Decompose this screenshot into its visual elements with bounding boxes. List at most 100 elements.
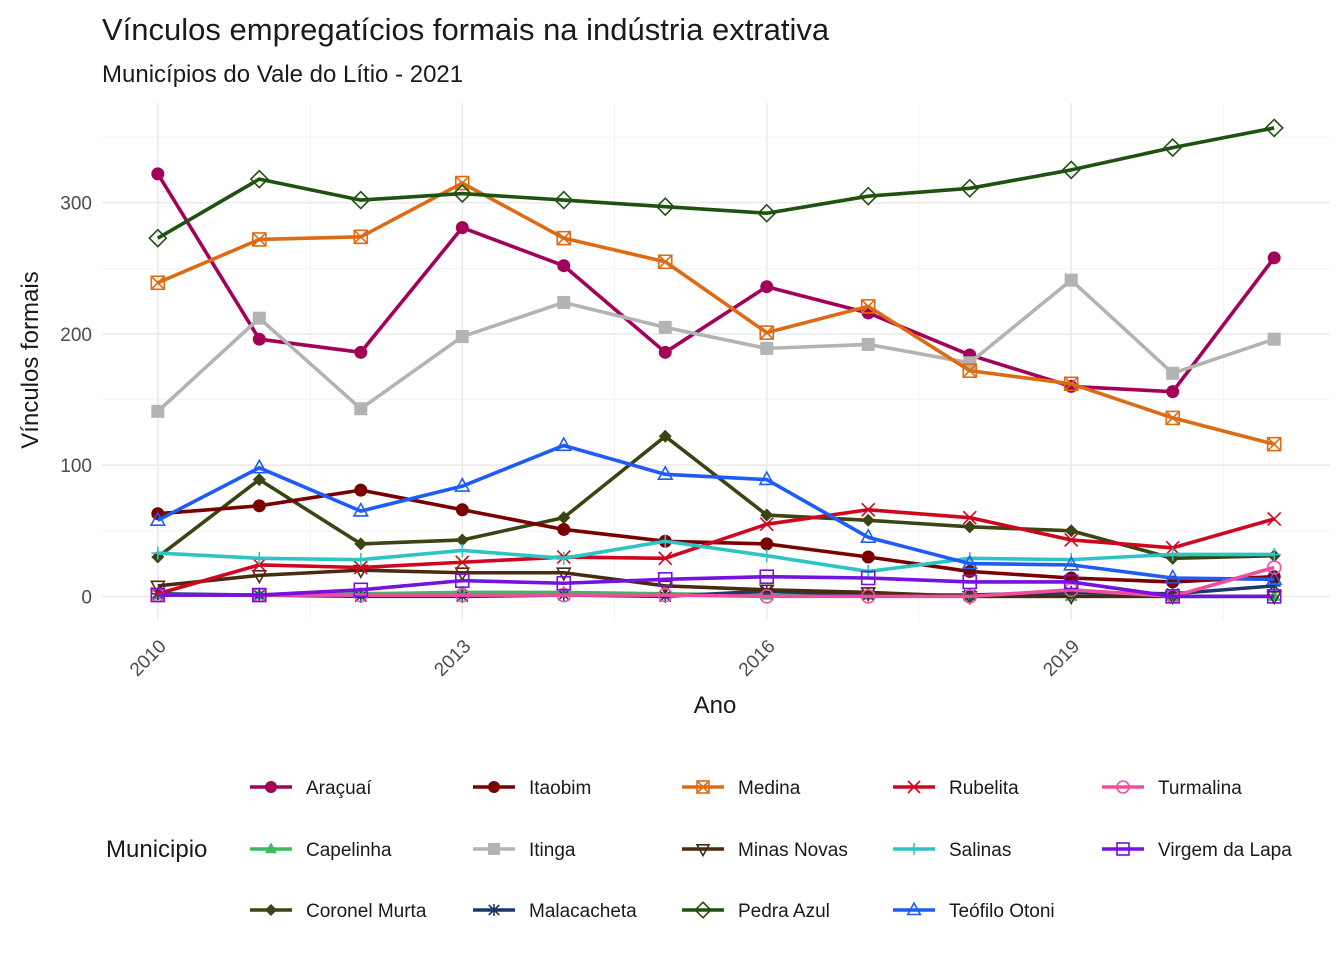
data-point: [860, 587, 877, 602]
data-point: [265, 904, 277, 916]
data-point: [351, 190, 371, 210]
chart-title: Vínculos empregatícios formais na indúst…: [102, 12, 830, 47]
data-point: [1166, 547, 1180, 561]
legend-label: Itaobim: [529, 778, 591, 799]
data-point: [455, 221, 469, 235]
data-point: [1116, 780, 1130, 794]
chart-subtitle: Municípios do Vale do Lítio - 2021: [102, 61, 463, 88]
data-point: [556, 230, 572, 246]
data-point: [150, 587, 166, 603]
data-point: [906, 901, 922, 916]
data-point: [455, 503, 469, 517]
series-line: [156, 443, 1275, 582]
legend-item-malacacheta: Malacacheta: [473, 901, 637, 922]
data-point: [860, 589, 876, 604]
data-point: [1264, 118, 1284, 138]
data-point: [1266, 589, 1282, 604]
data-point: [658, 320, 672, 334]
data-point: [1166, 366, 1180, 380]
data-point: [760, 341, 774, 355]
data-point: [557, 522, 571, 536]
data-point: [861, 337, 875, 351]
data-point: [454, 587, 470, 603]
data-point: [657, 572, 673, 587]
legend-label: Turmalina: [1158, 778, 1242, 799]
data-point: [1266, 570, 1283, 585]
series-virgem-da-lapa: [150, 569, 1282, 604]
data-point: [962, 510, 977, 525]
data-point: [557, 295, 571, 309]
data-point: [488, 843, 500, 855]
data-point: [454, 175, 470, 191]
data-point: [860, 528, 877, 544]
data-point: [455, 533, 469, 547]
data-point: [658, 345, 672, 359]
data-point: [757, 203, 777, 223]
data-point: [150, 275, 166, 291]
data-point: [1164, 568, 1181, 584]
y-tick-label: 200: [60, 325, 92, 346]
data-point: [556, 575, 572, 591]
data-point: [251, 570, 268, 585]
data-point: [151, 167, 165, 181]
data-point: [860, 570, 876, 586]
data-point: [860, 299, 876, 314]
data-point: [452, 183, 472, 204]
data-point: [962, 589, 978, 604]
data-point: [252, 557, 267, 572]
data-point: [455, 543, 469, 557]
data-point: [758, 470, 775, 486]
series-layer: [148, 118, 1284, 606]
data-point: [759, 569, 775, 584]
data-point: [694, 901, 712, 919]
data-point: [454, 477, 471, 492]
data-point: [1063, 376, 1079, 392]
data-point: [354, 537, 368, 551]
data-point: [354, 345, 368, 359]
data-point: [1063, 555, 1080, 571]
data-point: [657, 465, 674, 481]
data-point: [1267, 511, 1282, 527]
series-line: [157, 565, 1275, 599]
data-point: [1165, 410, 1180, 426]
legend-item-capelinha: Capelinha: [250, 840, 392, 861]
data-point: [960, 178, 980, 198]
legend-item-medina: Medina: [682, 778, 801, 799]
data-point: [252, 473, 266, 487]
data-point: [556, 587, 572, 603]
legend-items: Araçuaí Capelinha Coronel Murta Itaobim Itin…: [250, 778, 1292, 922]
data-point: [861, 502, 876, 517]
data-point: [557, 511, 571, 525]
legend-label: Pedra Azul: [738, 901, 830, 922]
data-point: [655, 197, 675, 217]
data-point: [151, 546, 165, 560]
data-point: [760, 280, 774, 294]
data-point: [454, 573, 470, 588]
data-point: [907, 780, 921, 794]
legend-item-minas-novas: Minas Novas: [682, 840, 848, 861]
legend-label: Capelinha: [306, 840, 392, 861]
data-point: [455, 330, 469, 344]
data-point: [1061, 160, 1081, 180]
y-tick-label: 300: [60, 194, 92, 215]
data-point: [658, 534, 672, 548]
data-point: [962, 574, 978, 590]
series-turmalina: [150, 560, 1282, 604]
legend-item-turmalina: Turmalina: [1102, 778, 1242, 799]
plot-panel: 0 100 200 300 2010 2013 2016 2019: [60, 103, 1330, 681]
legend-item-salinas: Salinas: [893, 840, 1011, 861]
legend-label: Salinas: [949, 840, 1011, 861]
y-axis-title: Vínculos formais: [17, 271, 44, 448]
data-point: [1267, 579, 1281, 593]
data-point: [1267, 547, 1281, 561]
data-point: [354, 553, 368, 567]
legend-item-itinga: Itinga: [473, 840, 576, 861]
data-point: [1064, 273, 1078, 287]
data-point: [1266, 436, 1282, 452]
x-tick-label: 2010: [126, 636, 171, 681]
series-line: [156, 126, 1275, 240]
legend-label: Malacacheta: [529, 901, 637, 922]
data-point: [963, 356, 977, 370]
data-point: [149, 580, 166, 595]
series-line: [157, 568, 1275, 599]
